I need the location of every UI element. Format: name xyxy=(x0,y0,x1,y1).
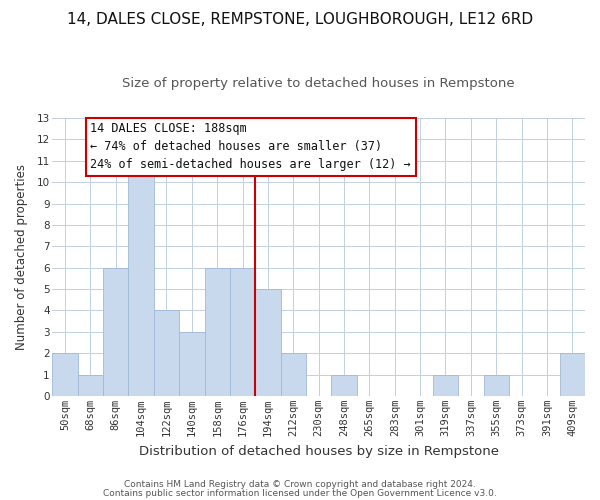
Bar xyxy=(205,268,230,396)
Y-axis label: Number of detached properties: Number of detached properties xyxy=(15,164,28,350)
Bar xyxy=(179,332,205,396)
Bar xyxy=(103,268,128,396)
Text: 14, DALES CLOSE, REMPSTONE, LOUGHBOROUGH, LE12 6RD: 14, DALES CLOSE, REMPSTONE, LOUGHBOROUGH… xyxy=(67,12,533,28)
Title: Size of property relative to detached houses in Rempstone: Size of property relative to detached ho… xyxy=(122,78,515,90)
Text: Contains HM Land Registry data © Crown copyright and database right 2024.: Contains HM Land Registry data © Crown c… xyxy=(124,480,476,489)
Bar xyxy=(331,374,357,396)
Bar xyxy=(78,374,103,396)
Bar xyxy=(52,353,78,396)
Bar xyxy=(128,161,154,396)
Bar xyxy=(281,353,306,396)
Bar xyxy=(230,268,255,396)
X-axis label: Distribution of detached houses by size in Rempstone: Distribution of detached houses by size … xyxy=(139,444,499,458)
Text: 14 DALES CLOSE: 188sqm
← 74% of detached houses are smaller (37)
24% of semi-det: 14 DALES CLOSE: 188sqm ← 74% of detached… xyxy=(91,122,411,172)
Bar xyxy=(484,374,509,396)
Bar xyxy=(560,353,585,396)
Bar xyxy=(154,310,179,396)
Text: Contains public sector information licensed under the Open Government Licence v3: Contains public sector information licen… xyxy=(103,488,497,498)
Bar xyxy=(433,374,458,396)
Bar xyxy=(255,289,281,396)
